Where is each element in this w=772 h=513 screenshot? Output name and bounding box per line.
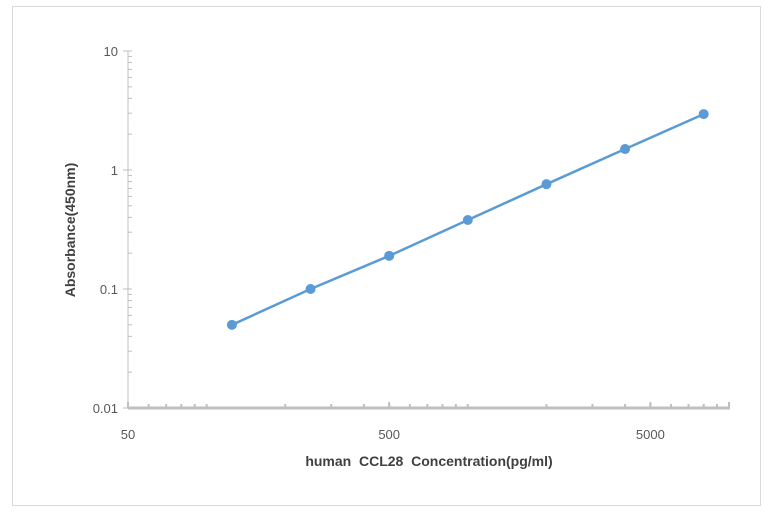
x-tick-label: 50 xyxy=(121,427,135,442)
data-point xyxy=(462,215,473,226)
chart-frame xyxy=(12,6,761,506)
y-tick-label: 1 xyxy=(111,163,118,178)
x-tick-label: 500 xyxy=(378,427,400,442)
y-axis-label: Absorbance(450nm) xyxy=(62,163,78,298)
data-point xyxy=(305,284,316,294)
data-point xyxy=(384,250,395,261)
y-tick-label: 0.01 xyxy=(93,401,118,416)
x-tick-label: 5000 xyxy=(636,427,665,442)
data-point xyxy=(541,179,552,190)
data-point xyxy=(620,144,631,155)
y-tick-label: 10 xyxy=(104,44,118,59)
data-point xyxy=(698,109,709,120)
data-point xyxy=(226,319,237,330)
y-tick-label: 0.1 xyxy=(100,282,118,297)
x-axis-label: human CCL28 Concentration(pg/ml) xyxy=(305,453,552,469)
